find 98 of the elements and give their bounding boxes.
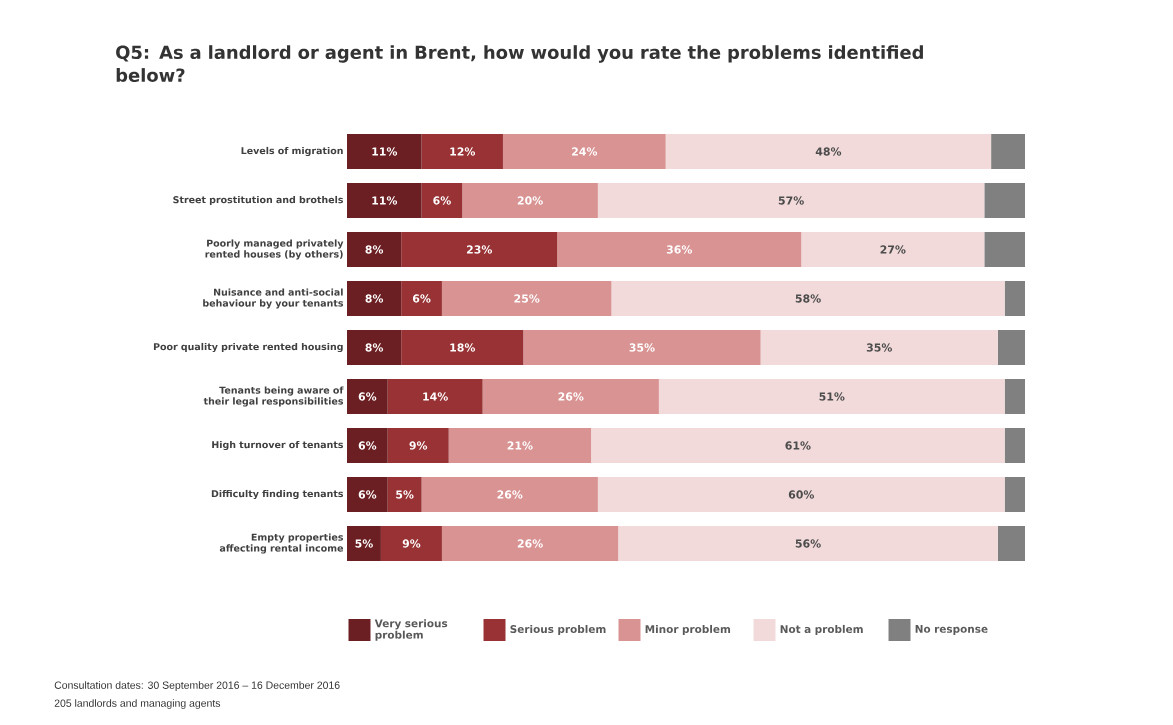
data-label: 8% [365, 294, 384, 303]
data-label: 6% [358, 441, 377, 450]
bar [801, 232, 985, 267]
bar [347, 477, 388, 512]
bar [984, 232, 1026, 267]
data-label: 26% [497, 490, 523, 499]
bar [591, 428, 1005, 463]
data-label: 24% [572, 147, 598, 156]
bar [760, 330, 998, 365]
data-label: 18% [450, 343, 476, 352]
data-label: 26% [558, 392, 584, 401]
y-tick-label: Tenants being aware of their legal responsibilities [203, 386, 344, 407]
y-tick-label: Levels of migration [241, 146, 343, 157]
data-label: 6% [412, 294, 431, 303]
data-label: 11% [372, 196, 398, 205]
bar [380, 526, 442, 561]
legend-label: Minor problem [645, 624, 731, 636]
bar [618, 526, 998, 561]
data-label: 61% [785, 441, 811, 450]
bar [347, 232, 402, 267]
data-label: 26% [517, 539, 543, 548]
data-label: 36% [666, 245, 692, 254]
bar [597, 183, 985, 218]
bar [401, 281, 442, 316]
data-label: 8% [365, 245, 384, 254]
data-label: 51% [819, 392, 845, 401]
bar [387, 477, 422, 512]
y-tick-label: Poor quality private rented housing [153, 342, 343, 353]
bar [523, 330, 761, 365]
bar [421, 134, 503, 169]
data-label: 57% [778, 196, 804, 205]
data-label: 9% [409, 441, 428, 450]
bar [347, 281, 402, 316]
bar [387, 379, 483, 414]
bar [347, 330, 402, 365]
bar [658, 379, 1005, 414]
data-label: 6% [358, 490, 377, 499]
bar [387, 428, 449, 463]
bar [421, 183, 463, 218]
bar [347, 183, 422, 218]
data-label: 5% [396, 490, 414, 499]
data-label: 14% [423, 392, 448, 401]
text: 205 landlords and managing agents [54, 699, 221, 709]
legend-label: Serious problem [510, 624, 606, 636]
bar [347, 428, 388, 463]
data-label: 27% [880, 245, 906, 254]
y-tick-label: Empty properties affecting rental income [219, 533, 344, 554]
data-label: 11% [372, 147, 398, 156]
chart-title: Q5: As a landlord or agent in Brent, how would you rate the problems identified below? [116, 45, 923, 82]
data-label: 8% [365, 343, 384, 352]
bar [347, 379, 388, 414]
y-tick-label: High turnover of tenants [212, 440, 344, 451]
bar [1004, 281, 1026, 316]
y-tick-label: Difficulty finding tenants [211, 489, 344, 500]
data-label: 5% [355, 539, 373, 548]
data-label: 23% [466, 245, 492, 254]
data-label: 35% [866, 343, 892, 352]
y-tick-label: Poorly managed privately rented houses (by others) [205, 239, 344, 260]
data-label: 56% [795, 539, 821, 548]
bar [665, 134, 992, 169]
y-tick-label: Street prostitution and brothels [173, 195, 344, 206]
text: Consultation dates: 30 September 2016 – 16 December 2016 [54, 681, 340, 691]
bar [557, 232, 802, 267]
data-label: 21% [507, 441, 533, 450]
data-label: 20% [517, 196, 543, 205]
bar [401, 232, 558, 267]
legend-label: Not a problem [780, 624, 863, 636]
data-label: 25% [514, 294, 540, 303]
bar [482, 379, 659, 414]
bar [441, 281, 612, 316]
bar [984, 183, 1026, 218]
bar [611, 281, 1005, 316]
bar [448, 428, 592, 463]
legend-label: No response [915, 625, 988, 635]
bar [421, 477, 598, 512]
data-label: 35% [629, 343, 655, 352]
data-label: 58% [795, 294, 821, 303]
bar [997, 330, 1026, 365]
data-label: 60% [788, 490, 815, 499]
bar [347, 526, 381, 561]
bar [597, 477, 1005, 512]
bar [1004, 379, 1026, 414]
data-label: 48% [815, 147, 842, 156]
bar [462, 183, 598, 218]
bar [1004, 428, 1026, 463]
legend-label: Very serious problem [374, 619, 448, 641]
data-label: 12% [450, 147, 476, 156]
data-label: 6% [358, 392, 377, 401]
y-tick-label: Nuisance and anti-social behaviour by your tenants [203, 288, 344, 309]
bar [347, 134, 422, 169]
bar [991, 134, 1026, 169]
bar [1004, 477, 1026, 512]
bar [401, 330, 524, 365]
bar [441, 526, 619, 561]
bar [502, 134, 666, 169]
data-label: 9% [402, 539, 421, 548]
data-label: 6% [433, 196, 451, 205]
bar [997, 526, 1026, 561]
